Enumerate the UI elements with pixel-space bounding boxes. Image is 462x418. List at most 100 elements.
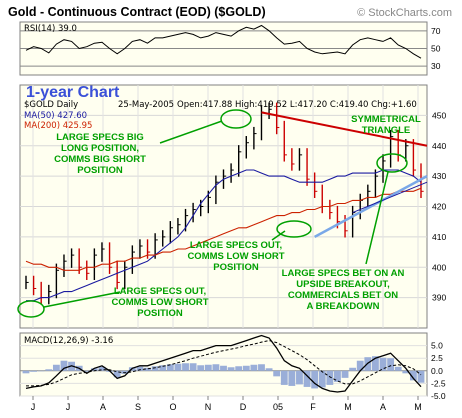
annotation-5-line-4: A BREAKDOWN [306, 301, 379, 312]
macd-histogram-bar [45, 369, 53, 371]
macd-histogram-bar [326, 370, 334, 385]
macd-histogram-bar [113, 370, 121, 378]
macd-histogram-bar [235, 366, 243, 371]
annotation-3-line-3: POSITION [213, 262, 259, 273]
price-tick-label: 450 [432, 110, 446, 120]
macd-line [25, 334, 422, 393]
ma50-line [26, 169, 422, 302]
x-tick-label: A [100, 402, 106, 412]
macd-histogram-bar [341, 370, 349, 378]
macd-histogram-bar [151, 366, 159, 371]
macd-histogram-bar [334, 370, 341, 382]
macd-tick-label: -5.0 [431, 391, 446, 401]
macd-histogram-bar [197, 365, 205, 371]
ma50-legend: MA(50) 427.60 [24, 111, 87, 121]
price-date: 25-May-2005 [118, 100, 174, 110]
macd-histogram-bar [280, 370, 288, 385]
price-tick-label: 420 [432, 202, 446, 212]
price-ohlc: Open:417.88 High:419.52 L:417.20 C:419.4… [177, 100, 417, 110]
annotation-2-line-1: SYMMETRICAL [351, 114, 421, 125]
x-tick-label: D [240, 402, 247, 412]
macd-histogram-bar [22, 370, 30, 374]
macd-histogram-bar [212, 364, 220, 371]
pointer-5 [365, 171, 389, 265]
rsi-tick-label: 30 [431, 61, 441, 71]
x-tick-label: N [205, 402, 212, 412]
macd-histogram-bar [311, 370, 319, 389]
ma200-line [25, 187, 422, 271]
macd-histogram-bar [349, 367, 357, 371]
marker-ellipse-jun [17, 300, 45, 318]
macd-histogram-bar [174, 363, 182, 371]
macd-histogram-bar [372, 356, 379, 371]
price-label: $GOLD Daily [24, 100, 78, 110]
rsi-tick-label: 50 [431, 44, 441, 54]
macd-signal-line [26, 340, 422, 387]
macd-histogram-bar [166, 364, 174, 371]
macd-histogram-bar [296, 370, 303, 385]
chart-title: Gold - Continuous Contract (EOD) ($GOLD) [8, 5, 266, 19]
rsi-layer: 30 50 70 [20, 24, 441, 71]
annotation-4-line-2: COMMS LOW SHORT [111, 297, 208, 308]
macd-histogram-bar [387, 358, 395, 371]
ma200-legend: MA(200) 425.95 [24, 121, 92, 131]
macd-histogram-bar [227, 367, 235, 371]
annotation-4-line-1: LARGE SPECS OUT, [114, 286, 206, 297]
macd-histogram-bar [144, 367, 151, 371]
annotation-1-line-1: LARGE SPECS BIG [56, 132, 144, 143]
price-tick-label: 400 [432, 262, 446, 272]
macd-histogram-bar [250, 364, 258, 371]
macd-histogram-bar [189, 363, 197, 371]
x-tick-label: O [169, 402, 176, 412]
macd-histogram-bar [37, 370, 45, 372]
rsi-line [25, 24, 422, 59]
macd-histogram-bar [288, 370, 296, 386]
macd-histogram-bar [273, 370, 281, 377]
x-tick-label: J [66, 402, 71, 412]
x-axis: J J A S O N D 05 F M A M [31, 396, 422, 412]
macd-histogram-bar [394, 366, 402, 371]
macd-histogram-bar [159, 365, 167, 371]
pointer-3 [271, 230, 286, 241]
x-tick-label: A [380, 402, 386, 412]
annotation-3-line-2: COMMS LOW SHORT [187, 251, 284, 262]
x-tick-label: J [31, 402, 36, 412]
x-tick-label: F [310, 402, 316, 412]
macd-histogram-bar [98, 366, 106, 371]
macd-tick-label: 0.0 [431, 366, 443, 376]
x-tick-label: S [135, 402, 141, 412]
marker-ellipse-feb [276, 220, 312, 238]
macd-histogram-bar [242, 365, 250, 371]
rsi-tick-label: 70 [431, 26, 441, 36]
annotation-5-line-3: COMMERCIALS BET ON [288, 290, 398, 301]
chart-subtitle: 1-year Chart [26, 84, 120, 101]
annotation-4-line-3: POSITION [137, 308, 183, 319]
x-tick-label: 05 [273, 402, 283, 412]
macd-label: MACD(12,26,9) -3.16 [24, 336, 113, 346]
macd-histogram-bar [83, 370, 91, 372]
macd-histogram-bar [303, 370, 311, 387]
marker-ellipse-dec [220, 109, 252, 129]
rsi-label: RSI(14) 39.0 [24, 24, 77, 34]
price-tick-label: 390 [432, 293, 446, 303]
annotation-1-line-3: COMMS BIG SHORT [54, 154, 146, 165]
price-tick-label: 410 [432, 232, 446, 242]
annotation-markers [17, 109, 408, 318]
annotation-3-line-1: LARGE SPECS OUT, [190, 240, 282, 251]
macd-histogram-bar [204, 364, 212, 371]
annotation-5-line-2: UPSIDE BREAKOUT, [296, 279, 389, 290]
macd-layer: -5.0 -2.5 0.0 2.5 5.0 [20, 334, 446, 401]
annotation-1-line-2: LONG POSITION, [61, 143, 139, 154]
macd-histogram-bar [318, 370, 326, 388]
macd-tick-label: -2.5 [431, 378, 446, 388]
triangle-upper-trendline [261, 111, 428, 147]
macd-histogram-bar [265, 368, 273, 371]
marker-ellipse-apr [376, 153, 408, 173]
pointer-4 [43, 291, 121, 308]
macd-histogram-bar [356, 360, 364, 371]
annotation-5-line-1: LARGE SPECS BET ON AN [282, 268, 405, 279]
x-tick-label: M [344, 402, 352, 412]
triangle-lower-trendline [314, 175, 428, 238]
macd-histogram-bar [379, 357, 387, 371]
annotations: LARGE SPECS BIG LONG POSITION, COMMS BIG… [54, 114, 421, 319]
